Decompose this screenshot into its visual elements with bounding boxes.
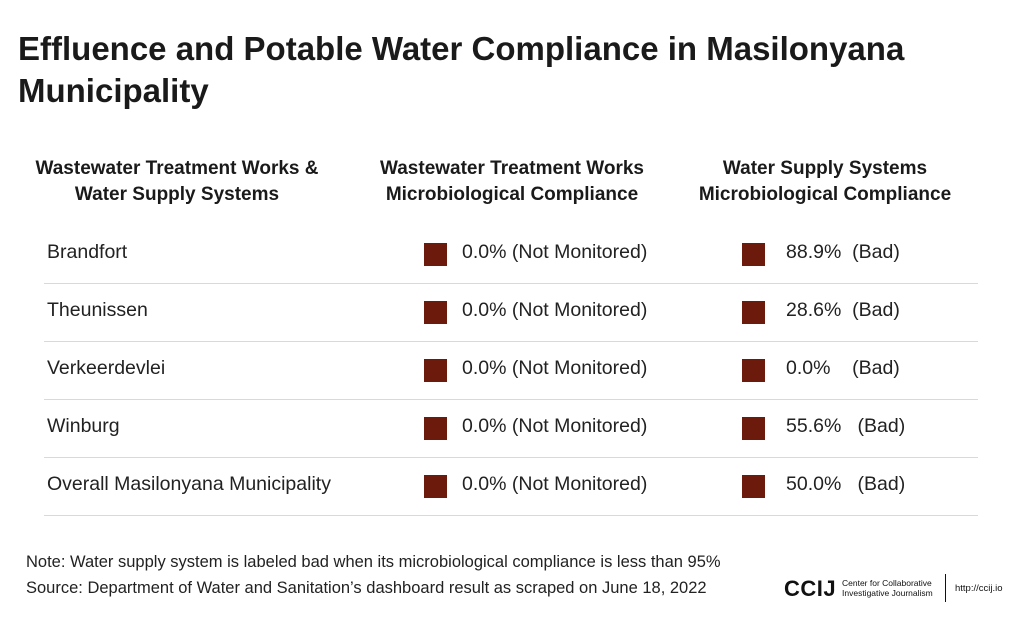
facility-name: Winburg: [47, 415, 120, 437]
wwtw-compliance-value: 0.0% (Not Monitored): [462, 357, 648, 379]
facility-name: Theunissen: [47, 299, 148, 321]
table-row: Verkeerdevlei 0.0% (Not Monitored) 0.0% …: [44, 342, 978, 400]
status-square-wss: [742, 243, 765, 266]
column-header-wwtw: Wastewater Treatment Works Microbiologic…: [362, 156, 662, 208]
table-row: Overall Masilonyana Municipality 0.0% (N…: [44, 458, 978, 516]
status-square-wss: [742, 359, 765, 382]
wss-compliance-value: 0.0% (Bad): [786, 357, 900, 379]
footnote: Note: Water supply system is labeled bad…: [26, 553, 721, 571]
table-row: Theunissen 0.0% (Not Monitored) 28.6% (B…: [44, 284, 978, 342]
source-note: Source: Department of Water and Sanitati…: [26, 579, 707, 597]
column-header-line: Water Supply Systems: [74, 184, 280, 205]
table-row: Winburg 0.0% (Not Monitored) 55.6% (Bad): [44, 400, 978, 458]
table-row: Brandfort 0.0% (Not Monitored) 88.9% (Ba…: [44, 226, 978, 284]
wwtw-compliance-value: 0.0% (Not Monitored): [462, 415, 648, 437]
status-square-wwtw: [424, 243, 447, 266]
column-header-line: Microbiological Compliance: [698, 184, 952, 205]
logo-url[interactable]: http://ccij.io: [955, 583, 1003, 594]
wwtw-compliance-value: 0.0% (Not Monitored): [462, 241, 648, 263]
status-square-wss: [742, 475, 765, 498]
wwtw-compliance-value: 0.0% (Not Monitored): [462, 473, 648, 495]
column-header-line: Water Supply Systems: [722, 158, 928, 179]
column-header-line: Wastewater Treatment Works: [380, 158, 644, 179]
logo-mark: CCIJ: [784, 576, 837, 601]
status-square-wss: [742, 417, 765, 440]
status-square-wwtw: [424, 475, 447, 498]
facility-name: Overall Masilonyana Municipality: [47, 473, 331, 495]
wwtw-compliance-value: 0.0% (Not Monitored): [462, 299, 648, 321]
facility-name: Brandfort: [47, 241, 128, 263]
column-header-facility: Wastewater Treatment Works & Water Suppl…: [22, 156, 332, 208]
logo-divider: [945, 574, 946, 602]
wss-compliance-value: 88.9% (Bad): [786, 241, 900, 263]
wss-compliance-value: 50.0% (Bad): [786, 473, 906, 495]
status-square-wwtw: [424, 417, 447, 440]
wss-compliance-value: 28.6% (Bad): [786, 299, 900, 321]
facility-name: Verkeerdevlei: [47, 357, 166, 379]
logo-org-name: Center for Collaborative Investigative J…: [842, 578, 933, 598]
column-header-wss: Water Supply Systems Microbiological Com…: [680, 156, 970, 208]
chart-title: Effluence and Potable Water Compliance i…: [18, 30, 905, 109]
status-square-wwtw: [424, 359, 447, 382]
logo-org-line: Investigative Journalism: [842, 588, 933, 598]
column-header-line: Microbiological Compliance: [385, 184, 639, 205]
status-square-wwtw: [424, 301, 447, 324]
compliance-table: Brandfort 0.0% (Not Monitored) 88.9% (Ba…: [44, 226, 978, 516]
logo-org-line: Center for Collaborative: [842, 578, 932, 588]
column-header-line: Wastewater Treatment Works &: [35, 158, 319, 179]
wss-compliance-value: 55.6% (Bad): [786, 415, 906, 437]
status-square-wss: [742, 301, 765, 324]
